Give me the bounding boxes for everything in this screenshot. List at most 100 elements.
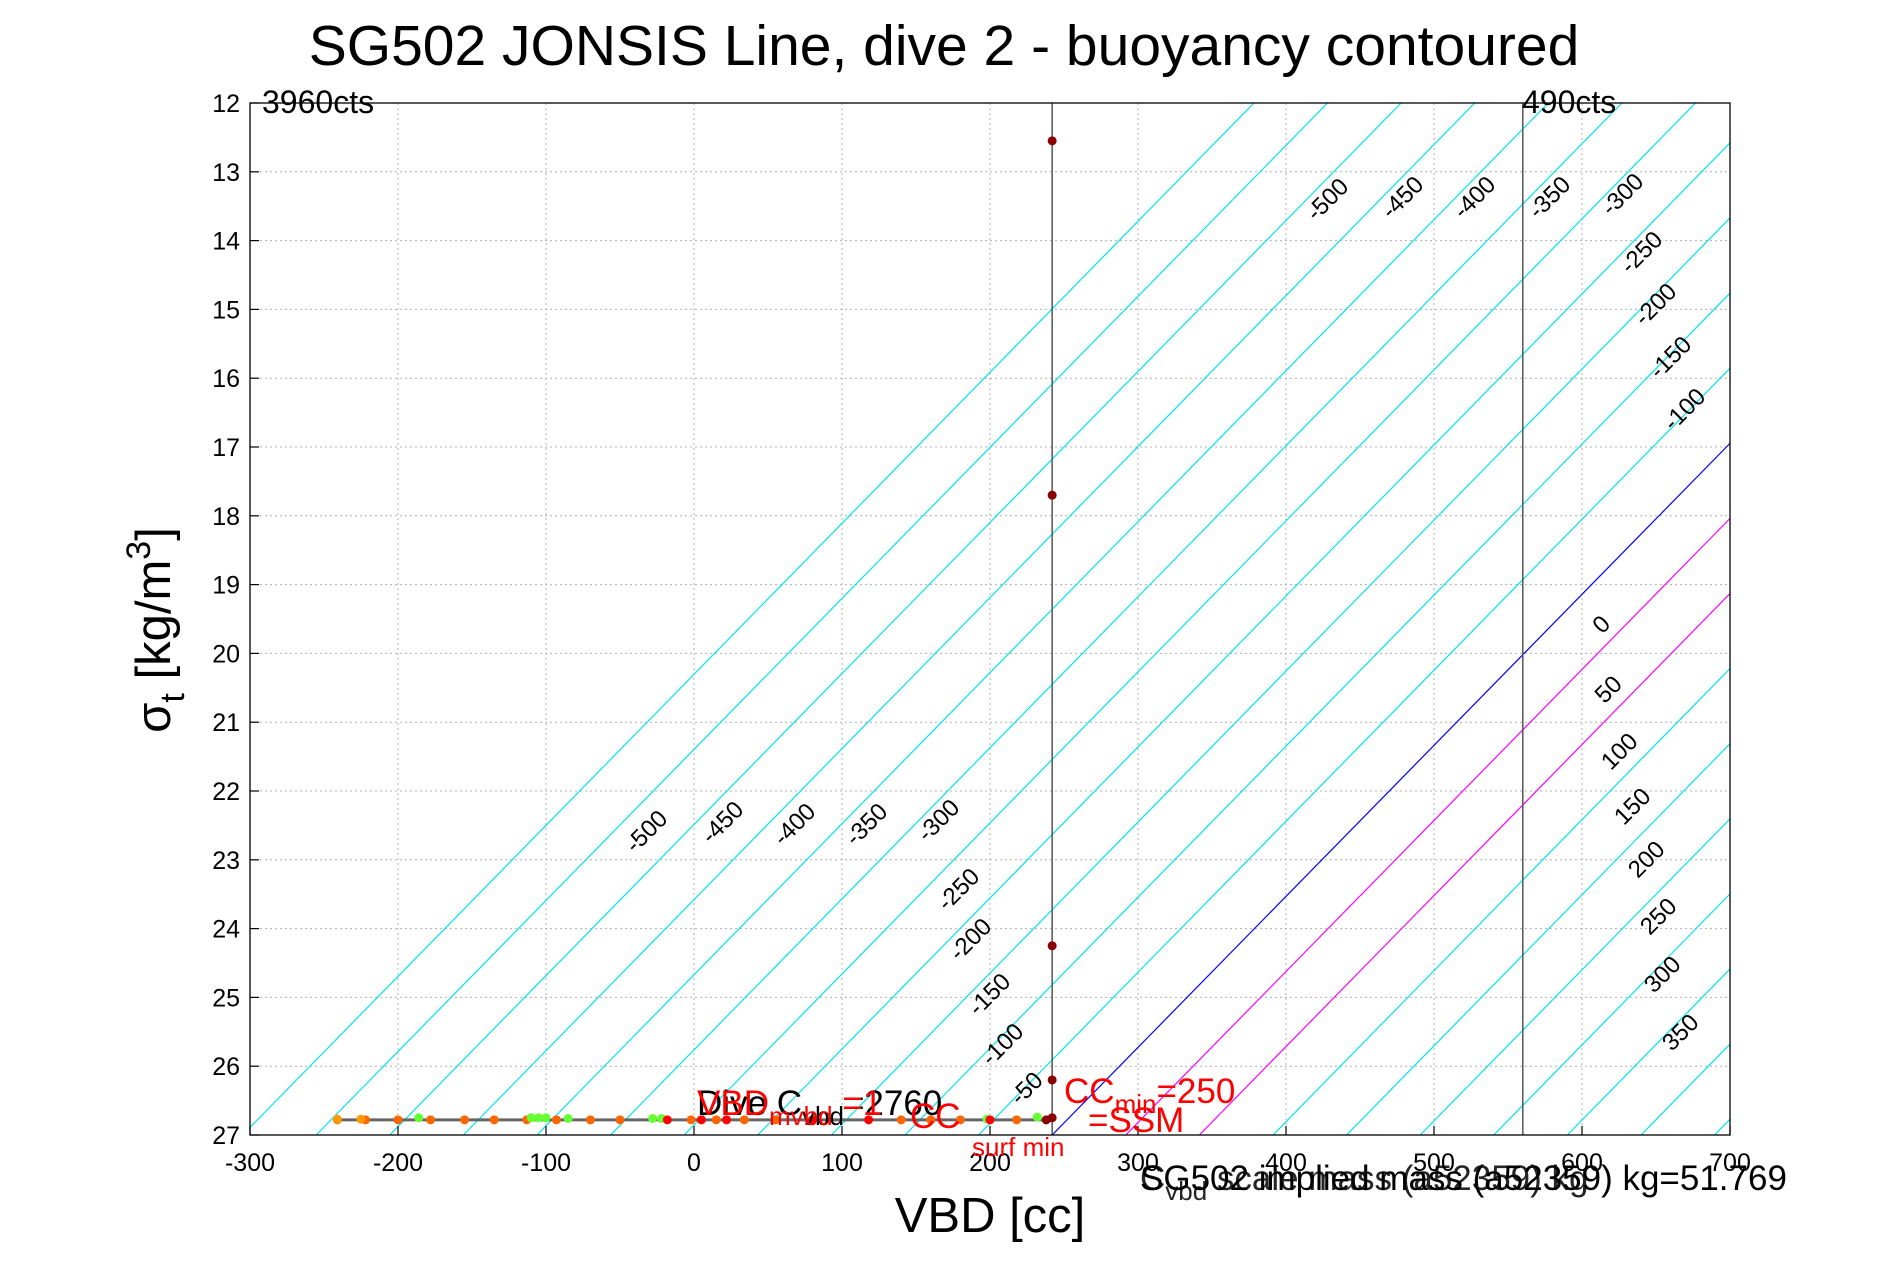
y-tick-label: 25 bbox=[212, 984, 240, 1012]
contour-label: -150 bbox=[1644, 331, 1697, 384]
data-point bbox=[648, 1113, 658, 1123]
contour-label: 300 bbox=[1639, 951, 1686, 998]
contour-line bbox=[1198, 592, 1730, 1135]
x-tick-label: -100 bbox=[521, 1149, 571, 1177]
data-point bbox=[722, 1115, 732, 1125]
data-point bbox=[1047, 1075, 1057, 1085]
contour-label: -100 bbox=[1658, 383, 1711, 436]
contour-line bbox=[1346, 742, 1730, 1135]
annotation-scale-mass-c: C bbox=[1140, 1159, 1165, 1198]
contour-line bbox=[683, 103, 1696, 1135]
contour-line bbox=[462, 103, 1476, 1135]
contour-label: 250 bbox=[1635, 893, 1682, 940]
y-label-unit: [kg/m bbox=[127, 560, 181, 693]
y-tick-label: 26 bbox=[212, 1053, 240, 1081]
grid bbox=[250, 103, 1730, 1135]
data-point bbox=[807, 1115, 817, 1125]
annotation-scale-mass-text: scale mass (a52359) kg bbox=[1207, 1159, 1588, 1198]
x-tick-label: 0 bbox=[687, 1149, 701, 1177]
x-tick-label: 200 bbox=[969, 1149, 1011, 1177]
data-point bbox=[864, 1115, 874, 1125]
data-point bbox=[585, 1115, 595, 1125]
contour-label: -250 bbox=[932, 863, 985, 916]
contour-label: -50 bbox=[1005, 1067, 1049, 1111]
contour-label: -450 bbox=[1376, 171, 1429, 224]
data-point bbox=[926, 1115, 936, 1125]
x-tick-label: 700 bbox=[1709, 1149, 1751, 1177]
y-label-symbol: σ bbox=[127, 703, 181, 733]
data-point bbox=[770, 1115, 780, 1125]
annotation-vbd-text: VBD bbox=[697, 1084, 769, 1123]
contour-line bbox=[904, 292, 1730, 1135]
annotation-cc-min-value: =250 bbox=[1156, 1072, 1235, 1111]
data-point bbox=[551, 1115, 561, 1125]
contour-line bbox=[536, 103, 1549, 1135]
y-tick-label: 18 bbox=[212, 503, 240, 531]
contour-line bbox=[1419, 817, 1730, 1135]
contour-label: -250 bbox=[1615, 226, 1668, 279]
annotation-dive-c: Dive Cvbd=2760 bbox=[697, 1084, 942, 1131]
data-point bbox=[332, 1114, 342, 1124]
contour-line bbox=[1493, 893, 1730, 1135]
annotation-vbd-mvbd: VBDmvbd =1 bbox=[697, 1084, 882, 1131]
data-point bbox=[985, 1115, 995, 1125]
chart-title: SG502 JONSIS Line, dive 2 - buoyancy con… bbox=[309, 14, 1580, 78]
contour-line bbox=[1640, 1043, 1730, 1135]
x-tick-label: 600 bbox=[1561, 1149, 1603, 1177]
data-point bbox=[460, 1115, 470, 1125]
data-point bbox=[1047, 136, 1057, 146]
data-point bbox=[1012, 1115, 1022, 1125]
annotation-scale-mass: Cvbd scale mass (a52359) kg bbox=[1140, 1159, 1589, 1206]
y-tick-label: 22 bbox=[212, 778, 240, 806]
contour-label: -200 bbox=[1629, 278, 1682, 331]
y-tick-label: 13 bbox=[212, 159, 240, 187]
contour-label: 350 bbox=[1657, 1009, 1704, 1056]
data-point bbox=[526, 1113, 536, 1123]
contour-line bbox=[757, 142, 1730, 1135]
corner-label-left: 3960cts bbox=[262, 84, 374, 120]
annotation-cc-surfmin-text: CC bbox=[910, 1097, 961, 1136]
contour-label: -350 bbox=[1523, 171, 1576, 224]
annotation-dive-c-sub: vbd bbox=[802, 1101, 844, 1131]
y-tick-label: 16 bbox=[212, 365, 240, 393]
contour-label: -200 bbox=[944, 913, 997, 966]
annotation-scale-mass-sub: vbd bbox=[1165, 1176, 1207, 1206]
annotation-cc-surfmin: CC surf min bbox=[910, 1097, 1064, 1162]
contour-label: 0 bbox=[1587, 610, 1616, 639]
contour-line bbox=[1125, 517, 1730, 1135]
contour-line bbox=[1051, 442, 1730, 1135]
data-point bbox=[696, 1115, 706, 1125]
data-point bbox=[356, 1114, 366, 1124]
data-point bbox=[1047, 941, 1057, 951]
contour-line bbox=[250, 103, 1255, 1129]
annotation-dive-c-text: Dive C bbox=[697, 1084, 802, 1123]
annotation-ssm: =SSM bbox=[1088, 1101, 1184, 1140]
data-point bbox=[615, 1115, 625, 1125]
annotations: Dive Cvbd=2760 VBDmvbd =1 CCsurf min CCm… bbox=[697, 1072, 1787, 1206]
annotation-vbd-value: =1 bbox=[833, 1084, 883, 1123]
y-tick-label: 15 bbox=[212, 296, 240, 324]
contour-label: -350 bbox=[840, 798, 893, 851]
data-point bbox=[955, 1115, 965, 1125]
annotation-cc-min-text: CC bbox=[1064, 1072, 1115, 1111]
y-label-unit-end: ] bbox=[127, 527, 181, 541]
data-point bbox=[563, 1113, 573, 1123]
contour-line bbox=[610, 103, 1623, 1135]
buoyancy-contours bbox=[250, 103, 1730, 1135]
x-tick-label: 100 bbox=[821, 1149, 863, 1177]
y-tick-label: 27 bbox=[212, 1122, 240, 1150]
x-axis-label: VBD [cc] bbox=[895, 1189, 1086, 1243]
data-point bbox=[1032, 1112, 1042, 1122]
y-tick-label: 23 bbox=[212, 847, 240, 875]
y-label-superscript: 3 bbox=[120, 541, 158, 560]
data-point bbox=[534, 1113, 544, 1123]
y-tick-label: 24 bbox=[212, 916, 240, 944]
annotation-cc-min: CCmin=250 bbox=[1064, 1072, 1235, 1119]
annotation-dive-c-value: =2760 bbox=[844, 1084, 942, 1123]
dive-data-series bbox=[332, 136, 1057, 1125]
data-point bbox=[489, 1115, 499, 1125]
contour-line bbox=[1566, 968, 1730, 1135]
annotation-vbd-sub: mvbd bbox=[769, 1101, 833, 1131]
contour-label: -300 bbox=[912, 794, 965, 847]
y-tick-label: 20 bbox=[212, 640, 240, 668]
